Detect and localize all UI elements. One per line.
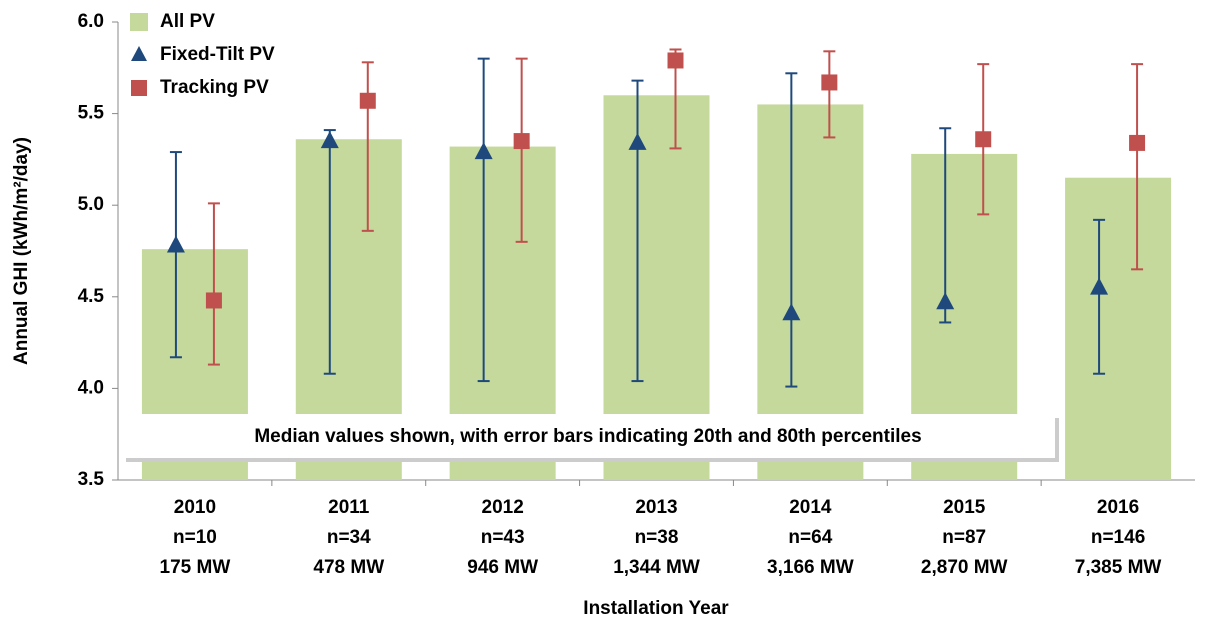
error-bar	[939, 127, 952, 324]
error-bar	[1131, 63, 1144, 271]
error-bar	[1093, 218, 1106, 375]
x-tick-label: 2016	[1097, 497, 1139, 518]
x-tick-capacity: 2,870 MW	[921, 557, 1008, 578]
marker	[667, 52, 684, 69]
y-tick-label: 3.5	[78, 469, 105, 490]
x-tick-count: n=34	[327, 527, 371, 548]
error-bar	[169, 151, 182, 359]
error-bar	[785, 72, 798, 388]
x-tick-label: 2014	[789, 497, 832, 518]
x-tick-count: n=43	[481, 527, 525, 548]
error-bar	[207, 202, 220, 366]
annotation: Median values shown, with error bars ind…	[254, 426, 921, 447]
marker	[936, 292, 955, 310]
legend-label: All PV	[160, 11, 215, 32]
x-tick-count: n=146	[1091, 527, 1145, 548]
y-tick-label: 5.5	[78, 103, 105, 124]
x-tick-capacity: 3,166 MW	[767, 557, 854, 578]
x-tick-capacity: 175 MW	[160, 557, 231, 578]
marker	[1090, 277, 1109, 295]
marker	[821, 74, 838, 91]
x-tick-label: 2010	[174, 497, 216, 518]
x-tick-capacity: 1,344 MW	[613, 557, 700, 578]
error-bar	[323, 129, 336, 375]
marker	[1129, 134, 1146, 151]
x-tick-count: n=38	[635, 527, 679, 548]
legend-swatch	[131, 46, 147, 61]
y-tick-label: 5.0	[78, 194, 104, 215]
x-tick-capacity: 7,385 MW	[1075, 557, 1162, 578]
marker	[513, 133, 530, 150]
x-tick-count: n=64	[788, 527, 832, 548]
marker	[782, 303, 801, 321]
marker	[205, 292, 222, 309]
x-tick-count: n=10	[173, 527, 217, 548]
error-bar	[823, 50, 836, 139]
x-tick-count: n=87	[942, 527, 986, 548]
marker	[166, 235, 185, 253]
marker	[359, 92, 376, 109]
x-tick-label: 2011	[328, 497, 370, 518]
y-axis-title: Annual GHI (kWh/m²/day)	[11, 137, 32, 365]
legend-swatch	[130, 13, 148, 31]
marker	[628, 132, 647, 150]
x-tick-capacity: 946 MW	[467, 557, 538, 578]
y-tick-label: 4.5	[78, 286, 105, 307]
annotation-box	[122, 414, 1055, 458]
error-bar	[631, 79, 644, 383]
legend-label: Fixed-Tilt PV	[160, 44, 275, 65]
x-tick-capacity: 478 MW	[313, 557, 384, 578]
marker	[975, 131, 992, 148]
legend-box	[122, 8, 336, 112]
error-bar	[477, 57, 490, 383]
legend-swatch	[131, 80, 147, 96]
marker	[320, 131, 339, 149]
bar	[1065, 177, 1172, 480]
x-tick-label: 2015	[943, 497, 986, 518]
legend-label: Tracking PV	[160, 77, 269, 98]
marker	[474, 142, 493, 160]
error-bar	[361, 61, 374, 232]
error-bar	[515, 57, 528, 243]
y-tick-label: 6.0	[78, 11, 104, 32]
x-tick-label: 2012	[482, 497, 524, 518]
y-tick-label: 4.0	[78, 377, 104, 398]
x-axis-title: Installation Year	[583, 598, 729, 619]
x-tick-label: 2013	[635, 497, 677, 518]
